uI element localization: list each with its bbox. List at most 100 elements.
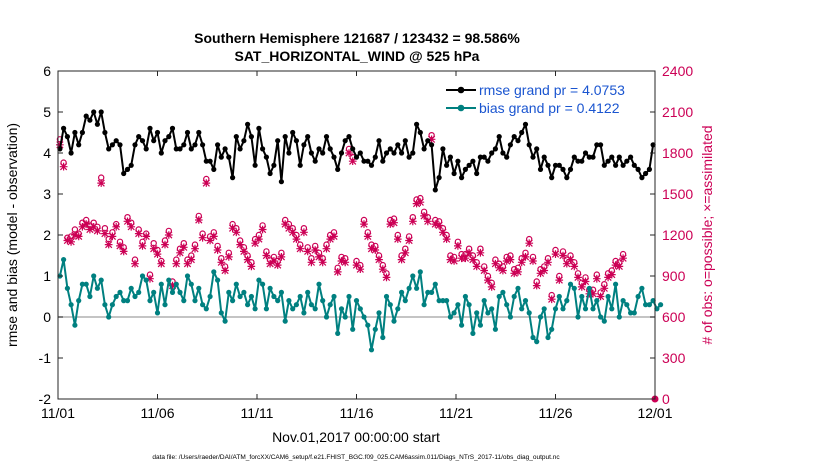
rmse-point (331, 154, 337, 160)
rmse-point (500, 150, 506, 156)
bias-point (571, 285, 577, 291)
bias-point (567, 281, 574, 287)
bias-point (308, 302, 314, 308)
obs-assimilated-point (427, 135, 436, 144)
rmse-point (586, 154, 592, 160)
bias-point (609, 306, 615, 312)
bias-point (504, 302, 510, 308)
obs-assimilated-point (431, 220, 440, 228)
obs-assimilated-point (472, 262, 481, 271)
bias-point (64, 285, 70, 291)
obs-assimilated-point (596, 292, 605, 301)
bias-point (91, 273, 97, 279)
rmse-point (338, 150, 345, 156)
obs-assimilated-point (446, 255, 455, 264)
rmse-point (601, 162, 607, 168)
y-axis-label-left: rmse and bias (model - observation) (4, 123, 20, 347)
obs-assimilated-point (566, 255, 575, 264)
bias-point (582, 306, 589, 312)
bias-point (181, 298, 187, 304)
rmse-point (64, 134, 70, 140)
obs-assimilated-point (491, 259, 500, 268)
rmse-point (406, 154, 412, 160)
bias-point (323, 314, 330, 320)
obs-assimilated-point (341, 258, 350, 267)
y-left-tick-label: 4 (43, 145, 51, 161)
rmse-point (293, 138, 299, 144)
obs-assimilated-point (416, 198, 425, 206)
bias-point (399, 289, 405, 295)
bias-point (414, 285, 420, 291)
bias-point (203, 306, 209, 312)
obs-assimilated-point (480, 266, 488, 275)
obs-assimilated-point (149, 244, 158, 253)
bias-point (79, 281, 85, 287)
bias-point (365, 322, 371, 328)
rmse-point (215, 142, 221, 148)
rmse-point (519, 129, 525, 136)
rmse-point (128, 162, 134, 168)
bias-point (639, 285, 645, 291)
obs-assimilated-point (487, 283, 496, 291)
bias-point (218, 310, 224, 316)
obs-assimilated-point (551, 250, 560, 258)
rmse-point (429, 142, 435, 148)
obs-assimilated-point (168, 281, 177, 290)
y-left-tick-label: 2 (43, 227, 51, 243)
rmse-point (83, 113, 89, 119)
rmse-point (188, 146, 194, 152)
rmse-point (635, 166, 641, 172)
rmse-point (613, 162, 619, 168)
bias-point (158, 281, 164, 287)
obs-assimilated-point (424, 217, 432, 226)
rmse-point (515, 138, 521, 144)
obs-assimilated-point (221, 266, 229, 275)
bias-point (346, 293, 352, 300)
rmse-point (639, 175, 645, 181)
bias-point (530, 334, 536, 341)
obs-assimilated-point (363, 232, 372, 241)
bias-point (628, 310, 634, 316)
obs-assimilated-point (311, 246, 319, 254)
rmse-point (432, 187, 438, 193)
obs-assimilated-point (112, 223, 120, 231)
obs-assimilated-point (195, 216, 203, 224)
bias-point (94, 285, 100, 291)
y-left-tick-label: -2 (39, 391, 52, 407)
rmse-point (451, 170, 457, 177)
rmse-point (474, 170, 480, 177)
rmse-point (447, 154, 453, 160)
rmse-point (117, 142, 123, 148)
y-left-tick-label: 3 (43, 186, 51, 202)
bias-point (451, 310, 457, 316)
bias-point (466, 302, 472, 308)
x-axis-label: Nov.01,2017 00:00:00 start (272, 429, 440, 445)
rmse-point (147, 125, 153, 131)
rmse-point (534, 146, 540, 152)
rmse-point (320, 150, 326, 156)
rmse-point (181, 142, 187, 148)
bias-point (601, 318, 607, 324)
rmse-point (207, 158, 213, 164)
obs-assimilated-point (517, 258, 526, 267)
obs-assimilated-point (101, 229, 109, 238)
rmse-point (455, 158, 461, 164)
bias-point (556, 293, 562, 300)
obs-assimilated-point (405, 236, 413, 245)
rmse-point (57, 146, 63, 152)
bias-point (511, 293, 517, 300)
rmse-point (256, 125, 262, 131)
bias-point (327, 302, 333, 308)
bias-point (368, 347, 375, 353)
rmse-point (200, 142, 206, 148)
obs-assimilated-point (213, 246, 222, 254)
obs-assimilated-point (127, 223, 136, 231)
rmse-point (316, 146, 322, 152)
rmse-point (312, 158, 318, 164)
rmse-point (616, 154, 622, 160)
bias-point (342, 314, 348, 320)
bias-point (215, 277, 221, 283)
obs-assimilated-point (375, 255, 383, 264)
rmse-point (327, 146, 333, 152)
obs-assimilated-point (499, 266, 507, 275)
